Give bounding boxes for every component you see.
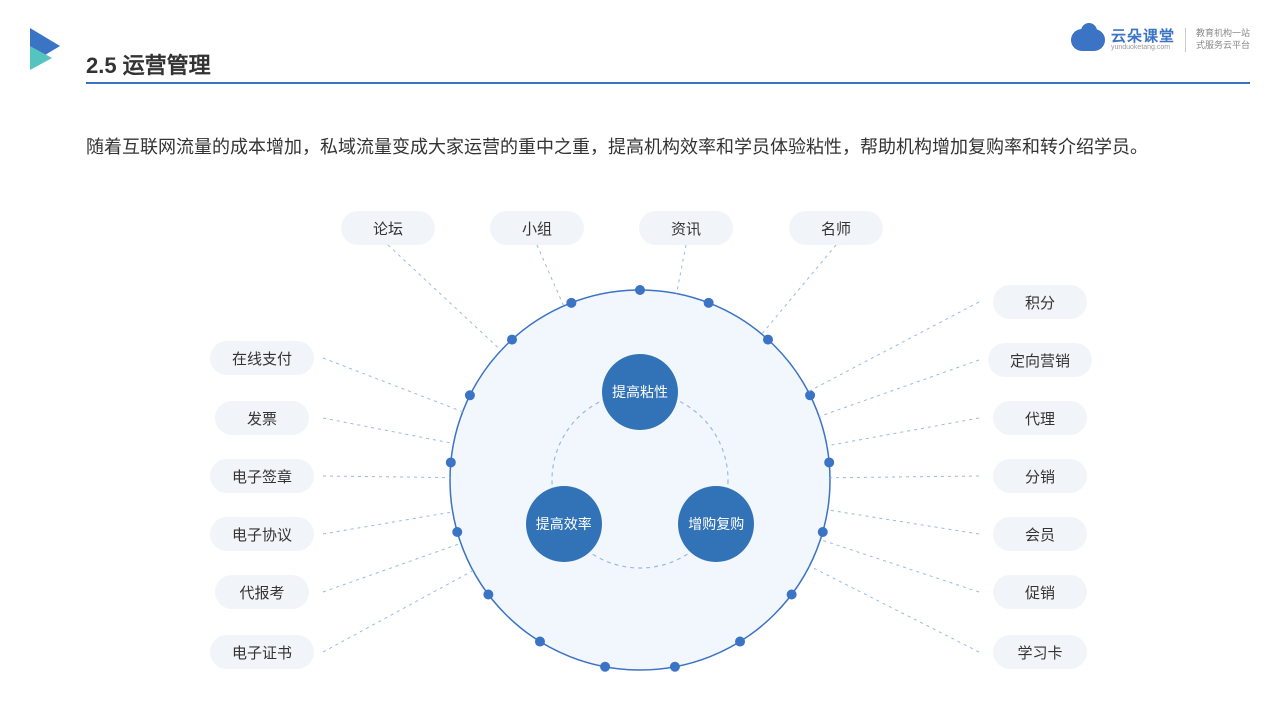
section-number: 2.5 [86,53,117,79]
logo-divider [1185,28,1186,52]
hub-2: 增购复购 [678,486,754,562]
top-pill-1: 小组 [490,211,584,245]
top-pill-2: 资讯 [639,211,733,245]
brand-logo: 云朵课堂 yunduoketang.com 教育机构一站 式服务云平台 [1071,28,1250,52]
right-pill-1: 定向营销 [988,343,1092,377]
brand-sub: yunduoketang.com [1111,44,1175,51]
left-pill-3: 电子协议 [210,517,314,551]
right-pill-2: 代理 [993,401,1087,435]
right-pill-6: 学习卡 [993,635,1087,669]
cloud-icon [1071,29,1105,51]
left-pill-0: 在线支付 [210,341,314,375]
hub-1: 提高效率 [526,486,602,562]
top-pill-0: 论坛 [341,211,435,245]
right-pill-5: 促销 [993,575,1087,609]
left-pill-2: 电子签章 [210,459,314,493]
top-pill-3: 名师 [789,211,883,245]
brand-tagline: 教育机构一站 式服务云平台 [1196,28,1250,51]
left-pill-4: 代报考 [215,575,309,609]
section-title: 2.5 运营管理 [86,48,211,80]
header-triangle-icon [30,28,66,75]
left-pill-1: 发票 [215,401,309,435]
right-pill-4: 会员 [993,517,1087,551]
description-text: 随着互联网流量的成本增加，私域流量变成大家运营的重中之重，提高机构效率和学员体验… [86,130,1216,164]
section-underline [86,82,1250,84]
right-pill-3: 分销 [993,459,1087,493]
right-pill-0: 积分 [993,285,1087,319]
left-pill-5: 电子证书 [210,635,314,669]
brand-name: 云朵课堂 [1111,29,1175,44]
section-title-text: 运营管理 [123,48,211,80]
hub-0: 提高粘性 [602,354,678,430]
